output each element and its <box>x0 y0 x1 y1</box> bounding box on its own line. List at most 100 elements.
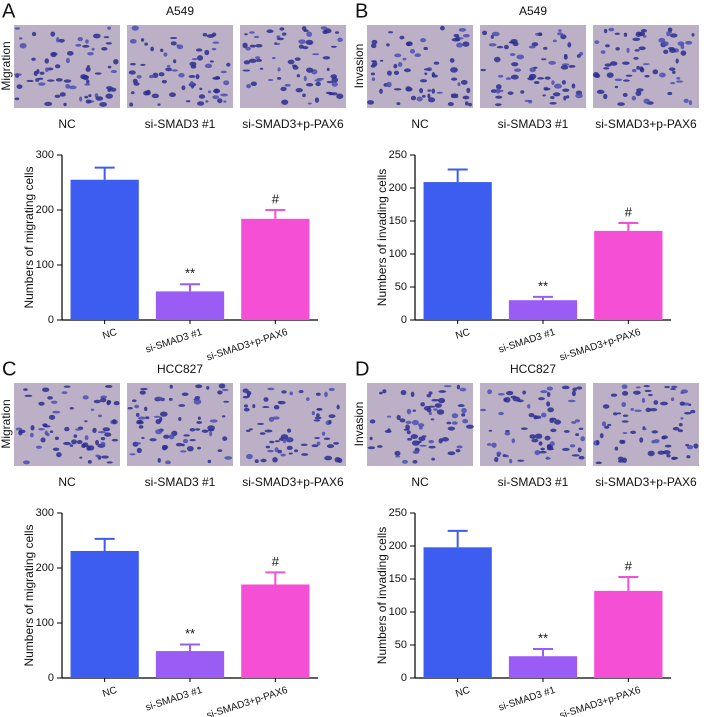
stained-cell <box>606 72 614 78</box>
stained-cell <box>87 460 92 464</box>
stained-cell <box>263 397 269 402</box>
stained-cell <box>613 412 618 416</box>
stained-cell <box>191 58 198 61</box>
stained-cell <box>106 399 112 405</box>
stained-cell <box>311 444 319 448</box>
stained-cell <box>550 428 557 433</box>
stained-cell <box>106 461 113 464</box>
stained-cell <box>568 64 576 68</box>
stained-cell <box>267 449 274 453</box>
stained-cell <box>576 386 583 390</box>
stained-cell <box>430 418 435 421</box>
stained-cell <box>300 443 308 447</box>
stained-cell <box>211 32 217 37</box>
stained-cell <box>178 416 182 421</box>
stained-cell <box>480 408 487 412</box>
stained-cell <box>436 91 443 94</box>
stained-cell <box>256 422 265 425</box>
stained-cell <box>617 102 625 106</box>
stained-cell <box>279 27 285 31</box>
stained-cell <box>88 94 92 98</box>
stained-cell <box>328 414 336 419</box>
stained-cell <box>223 80 230 86</box>
stained-cell <box>50 400 58 404</box>
row-label: Invasion <box>352 402 366 447</box>
stained-cell <box>661 435 666 440</box>
stained-cell <box>268 416 275 422</box>
stained-cell <box>608 27 615 32</box>
stained-cell <box>411 419 419 426</box>
stained-cell <box>189 439 196 442</box>
stained-cell <box>242 42 248 49</box>
stained-cell <box>209 60 214 63</box>
stained-cell <box>169 384 173 389</box>
y-tick-label: 100 <box>36 617 54 629</box>
stained-cell <box>538 32 543 37</box>
stained-cell <box>131 25 139 31</box>
stained-cell <box>163 52 168 57</box>
stained-cell <box>683 411 692 415</box>
stained-cell <box>171 69 178 72</box>
stained-cell <box>169 92 176 98</box>
stained-cell <box>443 385 452 388</box>
stained-cell <box>427 89 432 92</box>
bar <box>423 182 492 320</box>
stained-cell <box>189 61 197 67</box>
stained-cell <box>104 385 113 388</box>
stained-cell <box>66 50 74 56</box>
y-axis-label: Numbers of migrating cells <box>22 166 36 308</box>
stained-cell <box>209 419 218 423</box>
stained-cell <box>651 430 659 434</box>
stained-cell <box>176 44 184 50</box>
stained-cell <box>217 449 223 452</box>
stained-cell <box>287 428 292 433</box>
stained-cell <box>495 84 502 90</box>
significance-label: ** <box>538 278 548 293</box>
stained-cell <box>54 64 61 69</box>
stained-cell <box>395 455 401 458</box>
stained-cell <box>85 39 89 44</box>
stained-cell <box>204 63 213 69</box>
stained-cell <box>428 391 433 395</box>
stained-cell <box>569 444 576 448</box>
stained-cell <box>211 47 217 51</box>
stained-cell <box>486 443 492 446</box>
stained-cell <box>40 437 46 443</box>
stained-cell <box>132 399 137 403</box>
stained-cell <box>458 37 464 40</box>
stained-cell <box>623 32 628 37</box>
stained-cell <box>267 79 274 82</box>
y-tick-label: 100 <box>389 248 407 260</box>
stained-cell <box>281 32 287 36</box>
stained-cell <box>292 65 299 70</box>
stained-cell <box>672 426 680 431</box>
stained-cell <box>214 88 219 93</box>
stained-cell <box>556 32 563 36</box>
stained-cell <box>205 100 209 103</box>
stained-cell <box>635 90 642 96</box>
stained-cell <box>111 438 119 442</box>
stained-cell <box>451 421 458 425</box>
stained-cell <box>314 97 320 103</box>
stained-cell <box>293 449 299 453</box>
stained-cell <box>312 53 320 56</box>
stained-cell <box>603 67 610 70</box>
stained-cell <box>254 459 259 463</box>
stained-cell <box>683 98 689 103</box>
stained-cell <box>409 49 416 54</box>
stained-cell <box>614 85 619 89</box>
stained-cell <box>276 35 281 39</box>
image-label: si-SMAD3 #1 <box>145 117 216 131</box>
stained-cell <box>538 397 545 401</box>
stained-cell <box>419 88 424 94</box>
stained-cell <box>379 88 383 94</box>
stained-cell <box>418 436 426 442</box>
stained-cell <box>199 87 203 91</box>
stained-cell <box>170 41 177 46</box>
stained-cell <box>14 27 20 30</box>
stained-cell <box>127 407 133 410</box>
stained-cell <box>563 55 568 60</box>
stained-cell <box>402 459 408 464</box>
stained-cell <box>101 455 109 459</box>
stained-cell <box>394 53 402 58</box>
